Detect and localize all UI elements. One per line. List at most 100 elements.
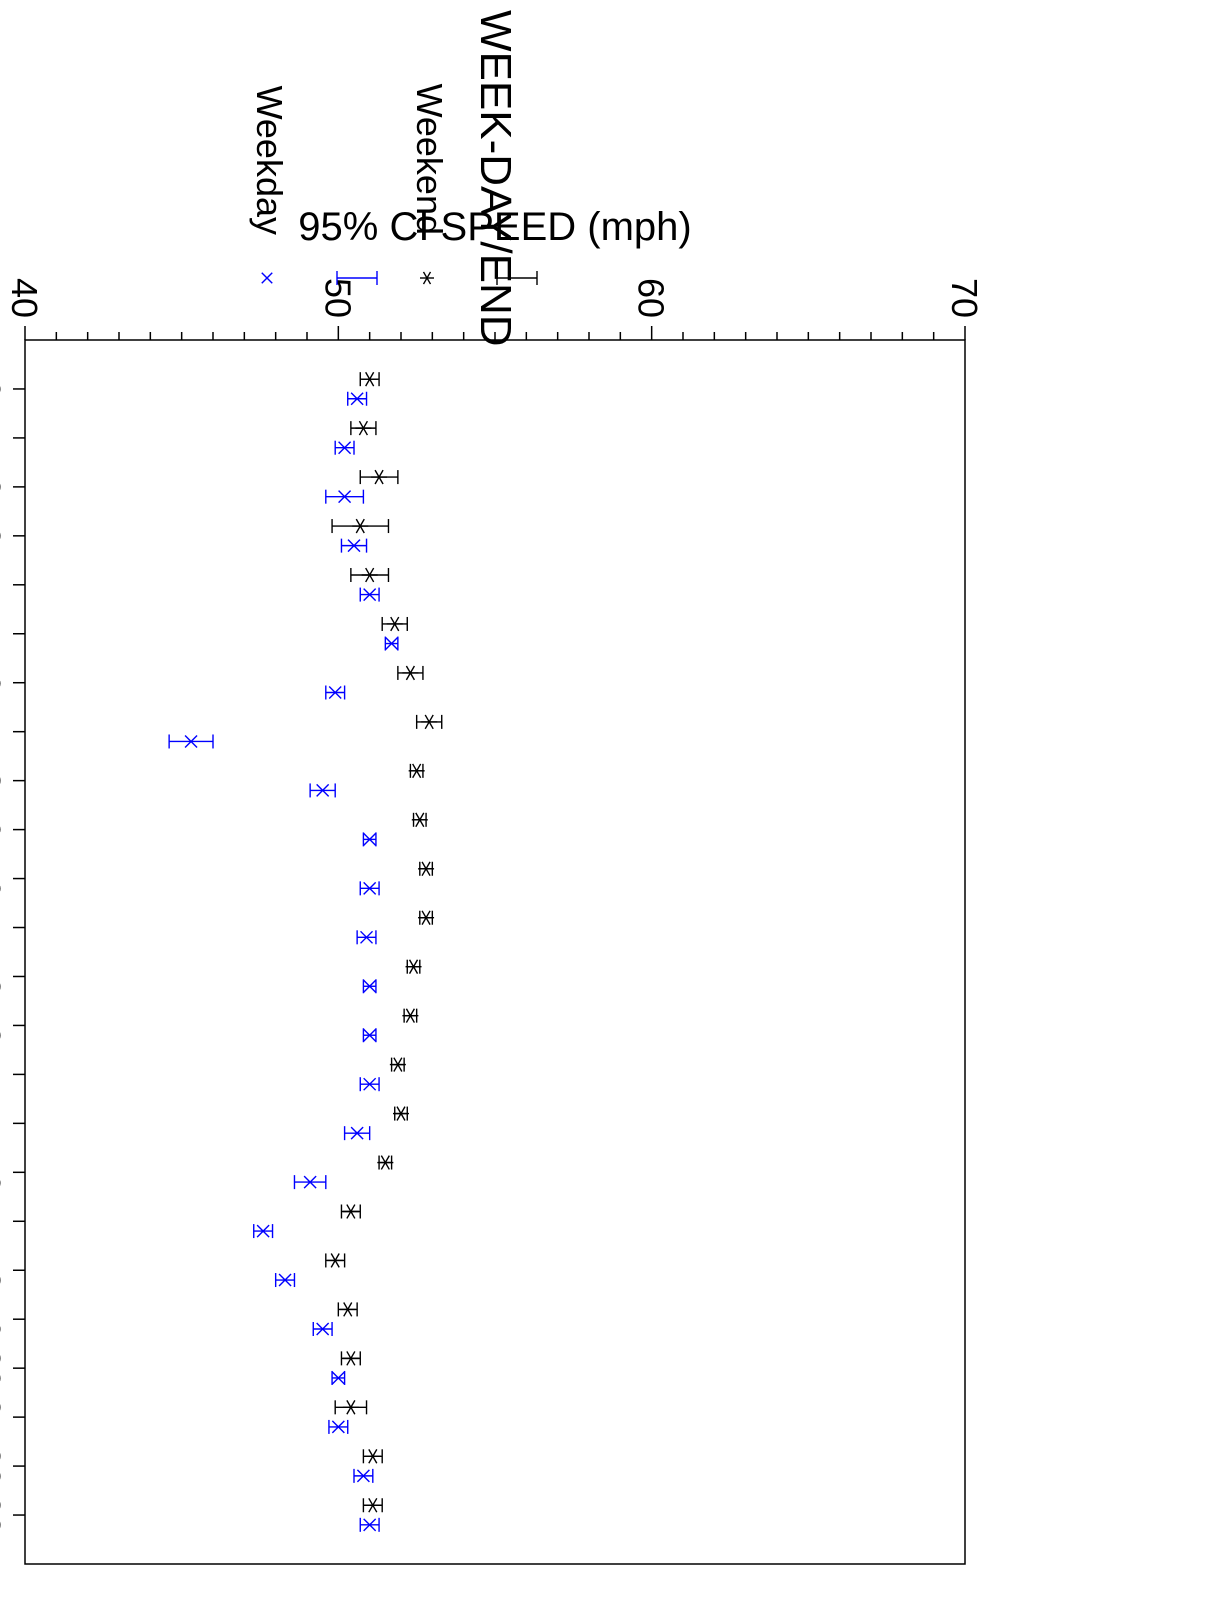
- x-tick-label: 19: [0, 1299, 8, 1339]
- legend-marker: [420, 271, 434, 285]
- marker-stroke: [365, 567, 375, 583]
- data-point: [339, 1302, 356, 1317]
- data-point: [364, 1449, 381, 1464]
- marker-stroke: [328, 686, 342, 700]
- data-point: [408, 763, 425, 779]
- x-axis-title: HOUR: [0, 1313, 6, 1431]
- data-point: [363, 979, 377, 993]
- x-tick-label: 1: [0, 428, 8, 448]
- data-point: [411, 812, 428, 828]
- data-point: [402, 1008, 419, 1023]
- x-tick-label: 18: [0, 1250, 8, 1290]
- data-point: [352, 518, 369, 534]
- marker-stroke: [331, 1420, 345, 1434]
- x-tick-label: 2: [0, 477, 8, 497]
- data-point: [316, 1322, 330, 1336]
- data-point: [356, 1469, 370, 1483]
- data-point: [331, 1371, 345, 1385]
- data-point: [327, 1253, 344, 1268]
- marker-stroke: [184, 734, 198, 748]
- marker-stroke: [363, 1518, 377, 1532]
- x-tick-label: 11: [0, 909, 8, 946]
- marker-stroke: [350, 392, 364, 406]
- legend-title: WEEK-DAY/END: [471, 10, 520, 347]
- x-tick-label: 17: [0, 1201, 8, 1241]
- x-tick-label: 8: [0, 771, 8, 791]
- data-point: [278, 1273, 292, 1287]
- marker-stroke: [424, 714, 434, 730]
- marker-stroke: [363, 1077, 377, 1091]
- marker-stroke: [415, 812, 425, 828]
- x-tick-label: 6: [0, 673, 8, 693]
- marker-stroke: [380, 1155, 390, 1170]
- marker-stroke: [346, 1204, 356, 1219]
- marker-stroke: [363, 1028, 377, 1042]
- data-point: [421, 714, 438, 730]
- marker-stroke: [360, 930, 374, 944]
- marker-stroke: [355, 518, 365, 534]
- x-tick-label: 23: [0, 1495, 8, 1535]
- plot-frame: [24, 339, 966, 1565]
- x-tick-label: 16: [0, 1152, 8, 1192]
- marker-stroke: [363, 881, 377, 895]
- marker-stroke: [350, 1126, 364, 1140]
- marker-stroke: [331, 1371, 345, 1385]
- data-point: [347, 539, 361, 553]
- marker-stroke: [346, 1351, 356, 1366]
- data-point: [405, 959, 422, 974]
- y-tick-label: 60: [631, 278, 672, 318]
- legend-marker: [261, 272, 273, 284]
- data-point: [360, 930, 374, 944]
- marker-stroke: [316, 783, 330, 797]
- marker-stroke: [365, 371, 375, 387]
- legend-label: Weekend: [409, 84, 450, 235]
- marker-stroke: [256, 1224, 270, 1238]
- data-point: [402, 665, 419, 681]
- marker-stroke: [368, 1449, 378, 1464]
- marker-stroke: [405, 665, 416, 681]
- marker-stroke: [303, 1175, 317, 1189]
- data-point: [355, 420, 372, 436]
- data-point: [393, 1106, 409, 1121]
- marker-stroke: [261, 272, 273, 284]
- data-point: [328, 686, 342, 700]
- legend-label: Weekday: [249, 86, 290, 235]
- x-tick-label: 5: [0, 624, 8, 644]
- data-point: [361, 371, 378, 387]
- data-point: [363, 1518, 377, 1532]
- y-tick-label: 50: [317, 278, 358, 318]
- x-tick-label: 12: [0, 956, 8, 996]
- marker-stroke: [338, 441, 352, 455]
- y-tick-label: 40: [4, 278, 45, 318]
- legend-swatch-bar: [336, 271, 378, 285]
- marker-stroke: [405, 1008, 416, 1023]
- x-tick-label: 21: [0, 1397, 8, 1437]
- marker-stroke: [385, 637, 399, 651]
- marker-stroke: [412, 763, 422, 779]
- data-point: [363, 1028, 377, 1042]
- data-point: [316, 783, 330, 797]
- data-point: [361, 567, 378, 583]
- marker-stroke: [422, 271, 432, 285]
- data-point: [331, 1420, 345, 1434]
- data-point: [350, 392, 364, 406]
- marker-stroke: [363, 979, 377, 993]
- data-point: [371, 469, 388, 485]
- x-tick-label: 3: [0, 526, 8, 546]
- marker-stroke: [343, 1302, 353, 1317]
- marker-stroke: [368, 1497, 378, 1513]
- data-point: [303, 1175, 317, 1189]
- marker-stroke: [356, 1469, 370, 1483]
- legend-swatch-bar: [496, 271, 538, 285]
- marker-stroke: [408, 959, 419, 974]
- data-point: [418, 910, 435, 926]
- x-tick-label: 4: [0, 575, 8, 595]
- marker-stroke: [316, 1322, 330, 1336]
- y-axis-title: 95% CI SPEED (mph): [298, 205, 691, 249]
- marker-stroke: [346, 1400, 356, 1415]
- marker-stroke: [358, 420, 369, 436]
- data-point: [350, 1126, 364, 1140]
- data-point: [256, 1224, 270, 1238]
- marker-stroke: [338, 490, 352, 504]
- x-tick-label: 0: [0, 379, 8, 399]
